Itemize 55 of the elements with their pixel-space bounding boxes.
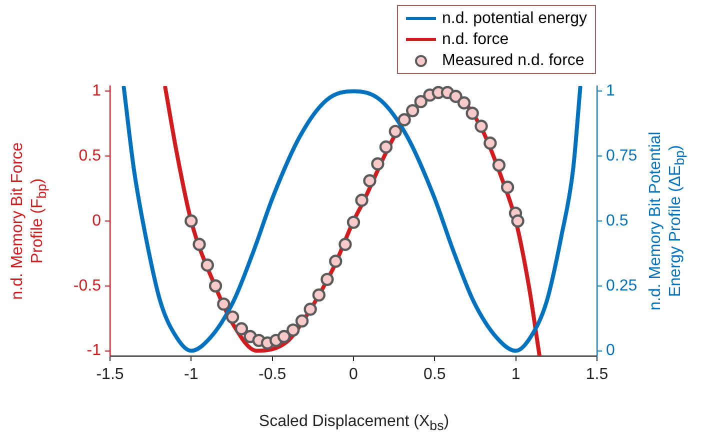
x-axis-title: Scaled Displacement (X$_{bs}$) — [258, 412, 450, 436]
point — [304, 302, 317, 316]
point — [338, 238, 352, 251]
y-tick-label: 1 — [92, 82, 102, 100]
y2-tick-label: 0 — [606, 342, 615, 360]
y2-tick-label: 1 — [606, 82, 615, 100]
point — [234, 322, 248, 336]
point — [355, 194, 368, 207]
point — [457, 96, 471, 110]
line-series — [163, 86, 542, 356]
point — [466, 106, 479, 120]
x-tick-label: 1.5 — [586, 366, 608, 384]
point — [406, 104, 420, 118]
x-tick-label: -1.5 — [96, 366, 124, 384]
line-series — [122, 86, 582, 353]
y-tick-label: -1 — [86, 342, 102, 360]
y-tick-label: 0 — [92, 212, 102, 230]
x-tick-label: 1 — [511, 366, 520, 384]
point — [320, 272, 334, 286]
point — [312, 288, 326, 302]
point — [346, 216, 360, 229]
point — [371, 157, 384, 170]
point — [184, 214, 198, 228]
point — [217, 297, 230, 311]
point — [226, 310, 240, 324]
point — [492, 158, 506, 172]
point — [295, 314, 309, 328]
point — [388, 124, 402, 138]
y2-tick-label: 0.5 — [606, 212, 628, 230]
point — [398, 113, 411, 126]
y-tick-label: -0.5 — [73, 277, 102, 294]
point — [200, 258, 214, 272]
point — [192, 238, 206, 251]
x-tick-label: 0 — [349, 366, 358, 384]
x-tick-label: 0.5 — [424, 366, 446, 384]
point — [363, 174, 376, 188]
point — [449, 90, 462, 103]
point — [329, 254, 342, 268]
point — [500, 180, 514, 194]
legend-label: n.d. potential energy — [442, 10, 587, 28]
legend-label: Measured n.d. force — [442, 52, 584, 70]
legend-label: n.d. force — [442, 30, 509, 48]
y2-tick-label: 0.75 — [606, 148, 638, 164]
point — [474, 120, 488, 133]
point — [484, 136, 497, 150]
point — [208, 279, 222, 293]
y2-tick-label: 0.25 — [606, 277, 638, 294]
point — [277, 330, 291, 344]
x-tick-label: -0.5 — [258, 366, 286, 384]
point — [511, 214, 524, 228]
x-tick-label: -1 — [184, 366, 198, 384]
point — [379, 140, 393, 154]
y-tick-label: 0.5 — [78, 148, 102, 164]
point — [286, 323, 300, 337]
point — [414, 94, 428, 108]
